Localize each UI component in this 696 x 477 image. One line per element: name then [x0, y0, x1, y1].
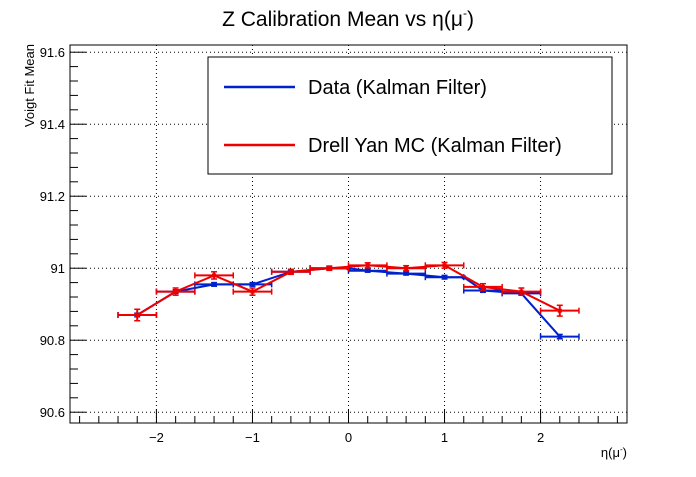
- data-point: [404, 266, 409, 271]
- x-tick-label: 1: [441, 430, 448, 445]
- series-layer: [117, 261, 580, 340]
- x-tick-label: 2: [537, 430, 544, 445]
- data-point: [327, 266, 332, 271]
- data-point: [442, 275, 447, 280]
- legend: Data (Kalman Filter) Drell Yan MC (Kalman…: [207, 56, 613, 175]
- y-axis-label: Voigt Fit Mean: [22, 44, 37, 127]
- data-point: [173, 289, 178, 294]
- data-point: [480, 284, 485, 289]
- data-point: [557, 308, 562, 313]
- x-tick-label: 0: [345, 430, 352, 445]
- y-tick-label: 90.6: [40, 405, 65, 420]
- data-point: [365, 268, 370, 273]
- legend-label: Drell Yan MC (Kalman Filter): [308, 135, 562, 157]
- series-2: [117, 261, 580, 322]
- data-point: [404, 271, 409, 276]
- legend-label: Data (Kalman Filter): [308, 77, 487, 99]
- y-tick-label: 90.8: [40, 333, 65, 348]
- data-point: [135, 313, 140, 317]
- data-point: [212, 273, 217, 278]
- data-point: [288, 269, 293, 274]
- data-point: [212, 282, 217, 287]
- chart-title: Z Calibration Mean vs η(μ-): [222, 6, 474, 31]
- x-tick-label: −2: [149, 430, 164, 445]
- axes: −2 −1 0 1 2 90.6 90.8 91 91.2 91.4 91.6: [40, 45, 618, 445]
- y-tick-label: 91: [51, 261, 65, 276]
- y-tick-label: 91.2: [40, 189, 65, 204]
- y-tick-label: 91.4: [40, 117, 65, 132]
- data-point: [557, 334, 562, 339]
- data-point: [519, 289, 524, 294]
- data-point: [442, 263, 447, 268]
- data-point: [250, 282, 255, 287]
- y-tick-label: 91.6: [40, 45, 65, 60]
- x-tick-label: −1: [245, 430, 260, 445]
- data-point: [250, 289, 255, 294]
- legend-box: [207, 56, 613, 175]
- data-point: [365, 263, 370, 268]
- x-axis-label: η(μ-): [601, 445, 627, 460]
